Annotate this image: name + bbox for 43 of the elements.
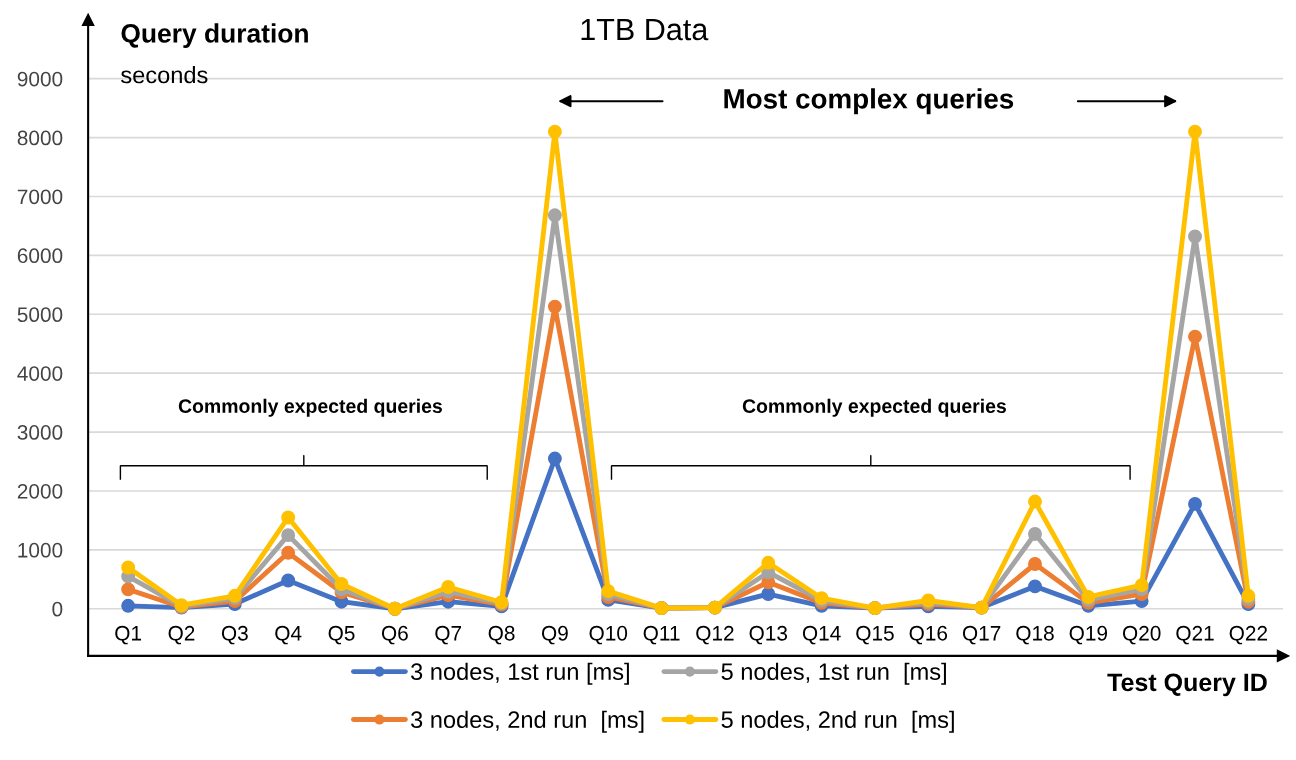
legend-label: 5 nodes, 2nd run [ms] [721, 710, 954, 733]
x-tick-label: Q14 [802, 625, 841, 645]
x-tick-label: Q5 [328, 625, 355, 645]
y-tick-label: 5000 [17, 307, 63, 323]
legend-label: 3 nodes, 1st run [ms] [411, 662, 629, 685]
x-tick-label: Q1 [115, 625, 142, 645]
y-tick-label: 9000 [17, 71, 63, 87]
y-tick-label: 2000 [17, 483, 63, 499]
annotation: Commonly expected queries [178, 398, 442, 417]
x-tick-label: Q2 [168, 625, 195, 645]
annotation: Most complex queries [724, 88, 1014, 115]
x-tick-label: Q3 [221, 625, 248, 645]
x-tick-label: Q15 [856, 625, 894, 645]
x-tick-label: Q17 [962, 625, 1001, 645]
x-tick-label: Q8 [488, 625, 515, 645]
x-tick-label: Q7 [435, 625, 462, 645]
x-tick-label: Q10 [589, 625, 628, 645]
x-tick-label: Q9 [541, 625, 568, 645]
x-tick-label: Q20 [1122, 625, 1161, 645]
x-tick-label: Q4 [275, 625, 302, 645]
x-tick-label: Q18 [1016, 625, 1054, 645]
annotation: seconds [121, 66, 208, 84]
y-tick-label: 4000 [17, 366, 63, 381]
x-tick-label: Q19 [1069, 625, 1108, 645]
x-tick-label: Q13 [749, 625, 788, 645]
y-tick-label: 7000 [17, 189, 63, 205]
y-tick-label: 6000 [17, 248, 63, 264]
x-tick-label: Q22 [1229, 625, 1268, 645]
annotation: Commonly expected queries [742, 398, 1006, 417]
y-tick-label: 8000 [17, 130, 63, 146]
x-tick-label: Q11 [643, 625, 680, 645]
y-tick-label: 0 [52, 601, 63, 617]
x-tick-label: Q21 [1176, 625, 1214, 645]
legend-label: 3 nodes, 2nd run [ms] [411, 710, 644, 733]
x-tick-label: Q12 [696, 625, 734, 645]
x-tick-label: Q6 [381, 625, 408, 645]
y-tick-label: 1000 [18, 542, 63, 558]
x-tick-label: Q16 [909, 625, 948, 645]
chart-title: 1TB Data [581, 19, 709, 41]
y-tick-label: 3000 [17, 425, 63, 440]
legend-label: 5 nodes, 1st run [ms] [721, 662, 946, 685]
x-axis-title: Test Query ID [1107, 673, 1267, 697]
y-axis-title: Query duration [121, 23, 308, 48]
